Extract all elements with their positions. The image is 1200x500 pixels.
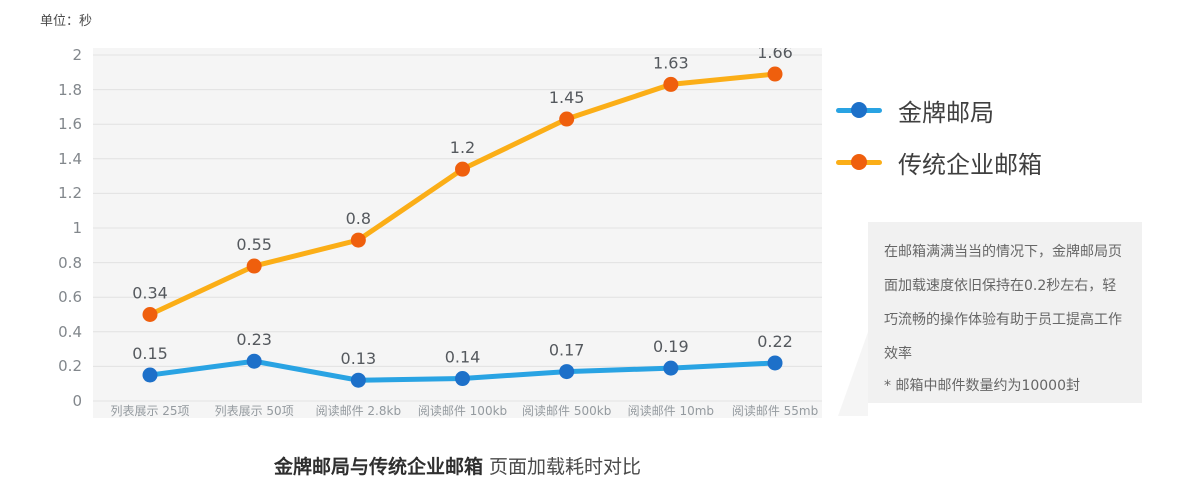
data-label: 0.17	[549, 341, 585, 360]
data-label: 0.19	[653, 337, 689, 356]
data-label: 0.23	[236, 330, 272, 349]
note-footnote: * 邮箱中邮件数量约为10000封	[884, 378, 1080, 394]
data-point	[767, 66, 783, 82]
y-tick-label: 0.4	[58, 322, 82, 341]
legend-item: 传统企业邮箱	[836, 142, 1166, 182]
legend-line-dot-icon	[836, 154, 882, 170]
y-axis: 0 0.2 0.4 0.6 0.8 1 1.2 1.4 1.6 1.8 2	[36, 46, 86, 418]
legend-label: 金牌邮局	[898, 98, 994, 127]
note-paragraph: 在邮箱满满当当的情况下，金牌邮局页面加载速度依旧保持在0.2秒左右，轻巧流畅的操…	[884, 244, 1122, 362]
data-label: 0.34	[132, 284, 168, 303]
y-tick-label: 0	[72, 392, 82, 410]
data-point	[246, 258, 262, 274]
chart-legend: 金牌邮局传统企业邮箱	[836, 90, 1166, 182]
data-label: 0.13	[341, 349, 377, 368]
note-box-tail	[838, 332, 868, 416]
data-point	[246, 353, 262, 369]
data-label: 1.2	[450, 138, 475, 157]
data-label: 0.55	[236, 235, 272, 254]
x-axis-label: 阅读邮件 10mb	[628, 404, 714, 418]
legend-item: 金牌邮局	[836, 90, 1166, 130]
x-axis-label: 阅读邮件 55mb	[732, 404, 818, 418]
data-label: 1.66	[757, 48, 793, 62]
data-label: 0.8	[346, 209, 371, 228]
line-chart: 列表展示 25项 列表展示 50项 阅读邮件 2.8kb 阅读邮件 100kb 阅读邮件…	[93, 43, 822, 418]
data-point	[455, 371, 471, 387]
y-tick-label: 2	[72, 46, 82, 64]
data-point	[142, 367, 158, 383]
legend-line-dot-icon	[836, 102, 882, 118]
chart-caption: 金牌邮局与传统企业邮箱 页面加载耗时对比	[93, 452, 822, 479]
data-point	[767, 355, 783, 371]
data-label: 0.22	[757, 332, 793, 351]
y-tick-label: 1.4	[58, 149, 82, 168]
plot-area-background	[93, 48, 822, 418]
x-axis-label: 阅读邮件 500kb	[522, 404, 611, 418]
data-point	[142, 307, 158, 322]
data-point	[350, 232, 366, 248]
x-axis-label: 阅读邮件 100kb	[418, 404, 507, 418]
x-axis-label: 阅读邮件 2.8kb	[316, 404, 401, 418]
data-point	[663, 360, 679, 376]
data-point	[350, 372, 366, 388]
data-point	[455, 161, 471, 177]
data-label: 0.15	[132, 344, 168, 363]
data-label: 1.45	[549, 88, 585, 107]
note-box: 在邮箱满满当当的情况下，金牌邮局页面加载速度依旧保持在0.2秒左右，轻巧流畅的操…	[868, 222, 1142, 403]
y-tick-label: 1.8	[58, 80, 82, 99]
x-axis-label: 列表展示 25项	[110, 404, 189, 418]
y-tick-label: 0.8	[58, 253, 82, 272]
data-point	[559, 111, 575, 127]
data-label: 0.14	[445, 348, 481, 367]
x-axis-label: 列表展示 50项	[215, 404, 294, 418]
legend-label: 传统企业邮箱	[898, 150, 1042, 179]
data-label: 1.63	[653, 53, 689, 72]
caption-text: 页面加载耗时对比	[489, 456, 642, 478]
y-tick-label: 0.6	[58, 288, 82, 307]
unit-label: 单位：秒	[40, 14, 93, 29]
data-point	[663, 76, 679, 92]
y-tick-label: 0.2	[58, 357, 82, 376]
caption-bold: 金牌邮局与传统企业邮箱	[273, 456, 483, 478]
y-tick-label: 1.2	[58, 184, 82, 203]
data-point	[559, 364, 575, 380]
y-tick-label: 1	[72, 219, 82, 237]
y-tick-label: 1.6	[58, 115, 82, 134]
chart-svg: 列表展示 25项 列表展示 50项 阅读邮件 2.8kb 阅读邮件 100kb 阅读邮件…	[93, 43, 822, 418]
